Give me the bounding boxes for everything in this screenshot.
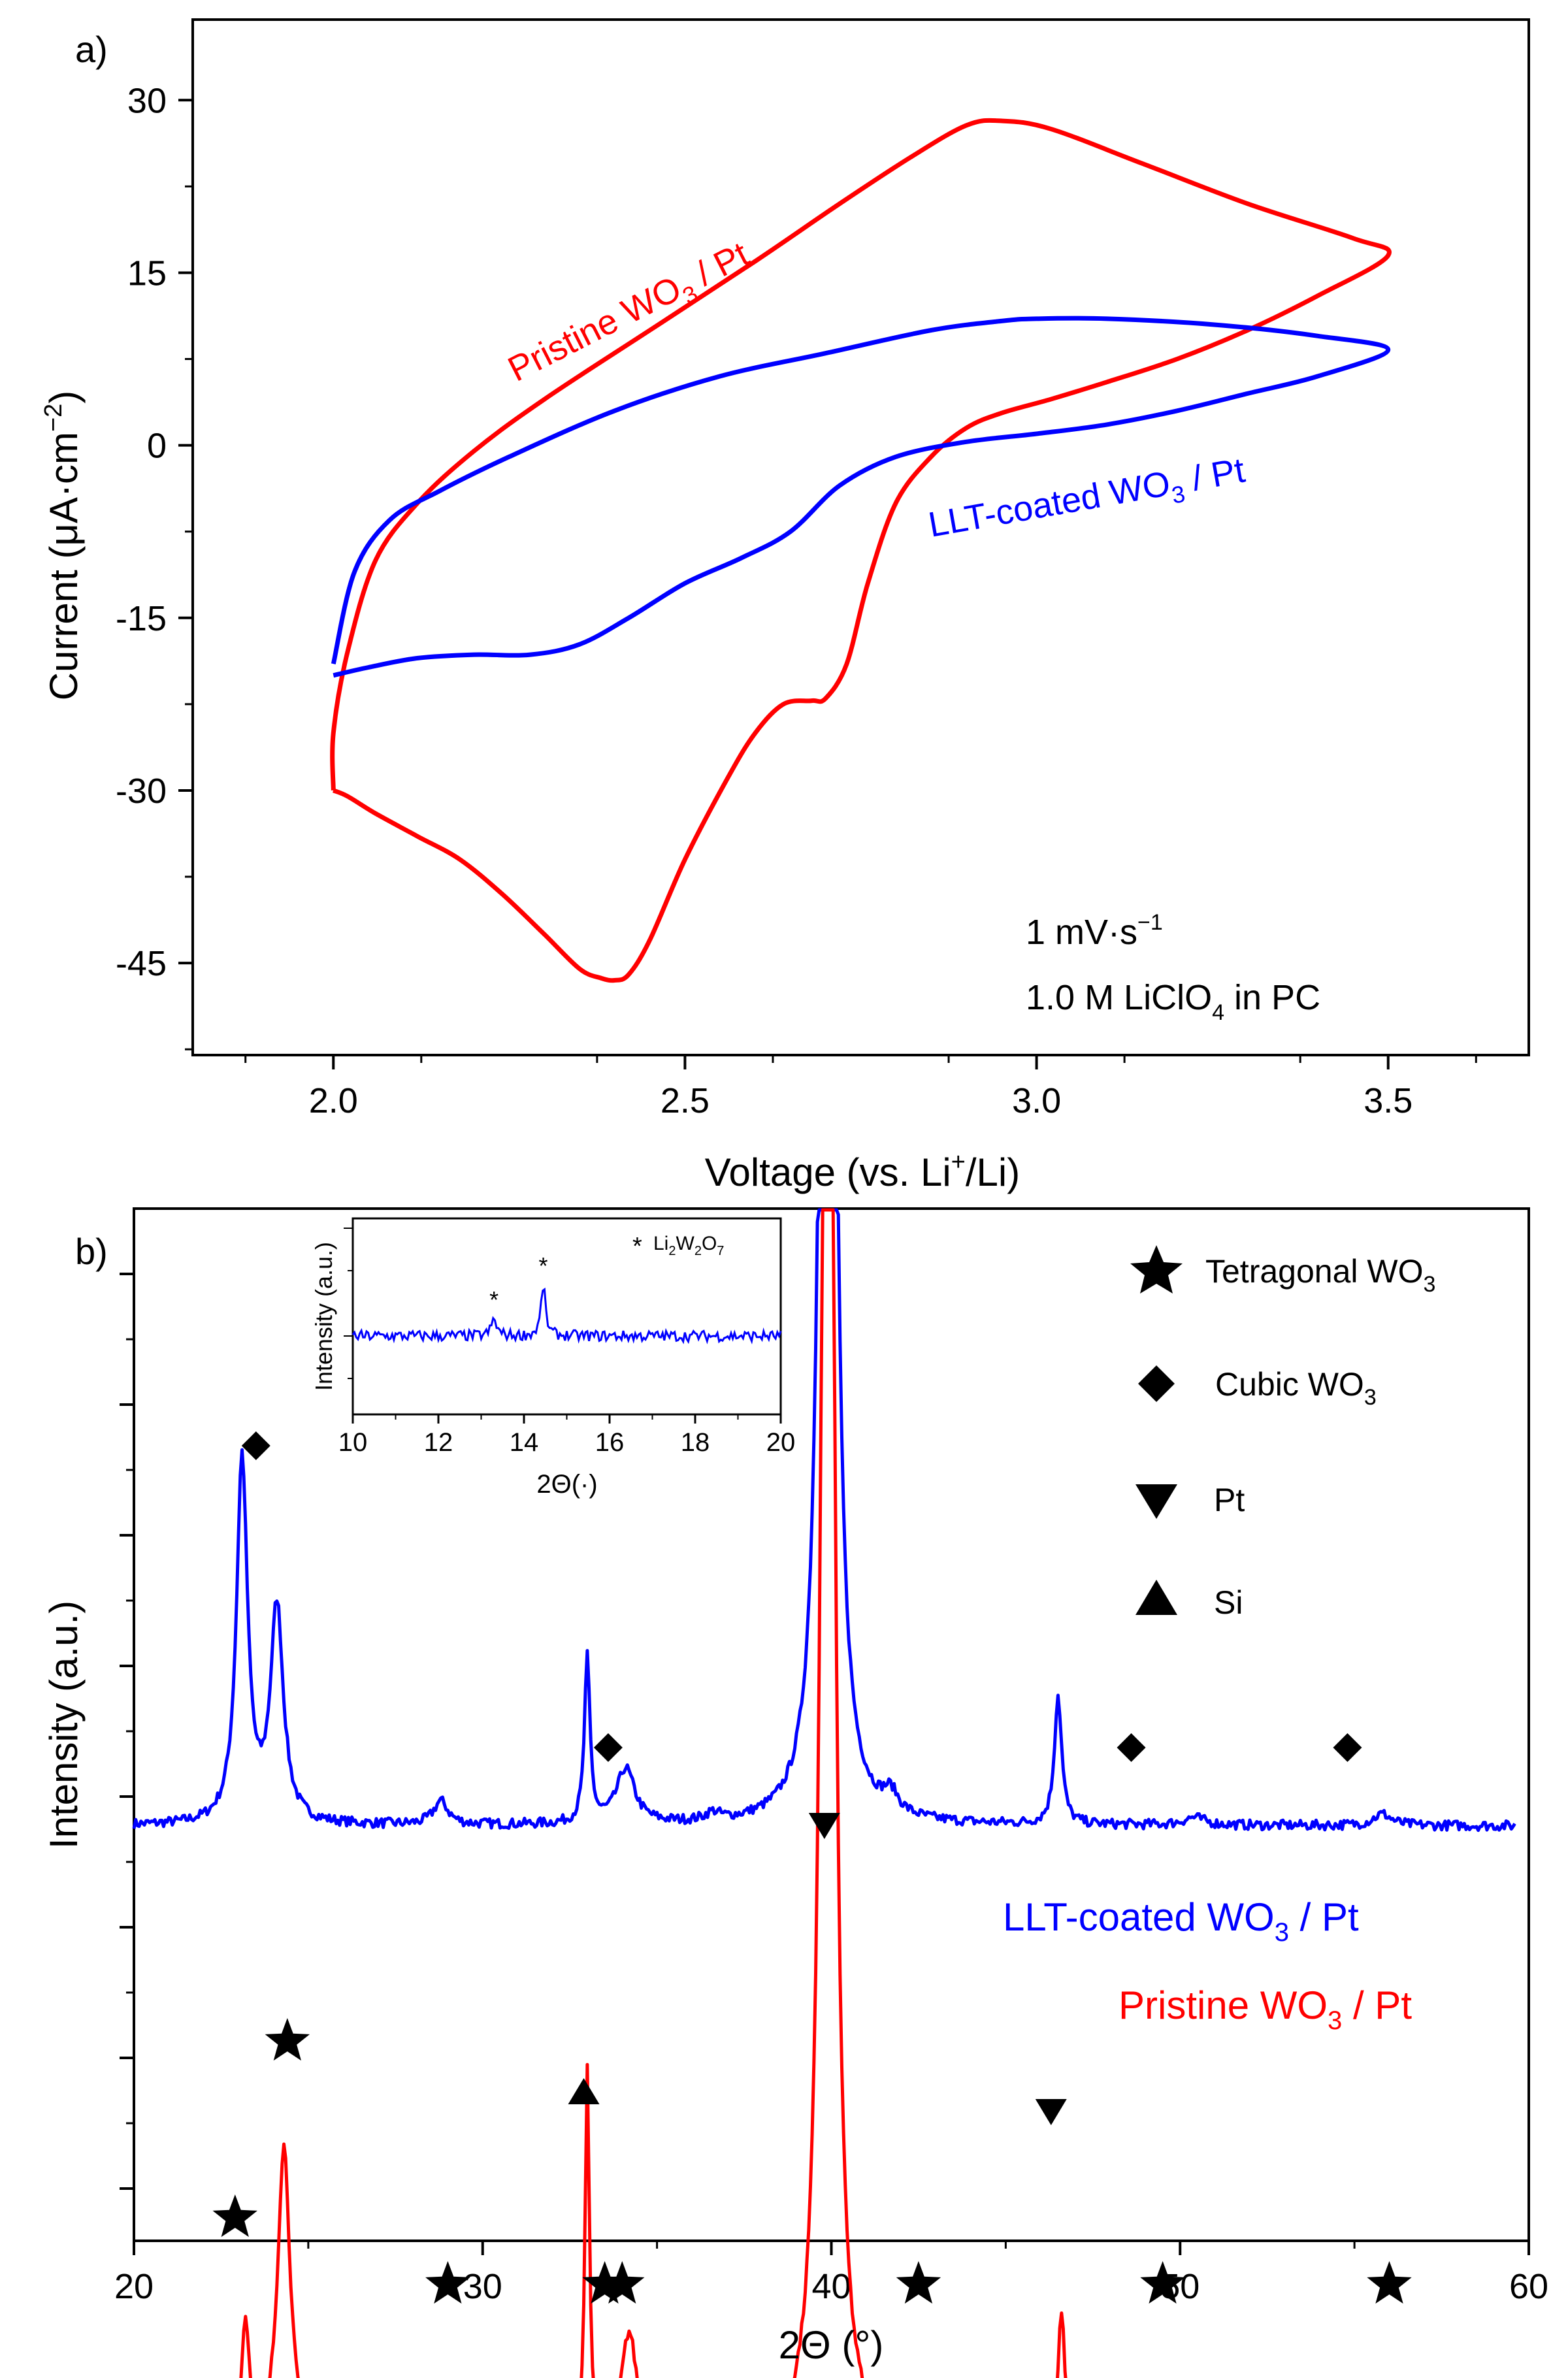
xrd-x-tick-label: 40	[811, 2267, 851, 2306]
cubic-marker	[241, 1431, 270, 1460]
cv-x-tick-label: 3.5	[1364, 1081, 1413, 1120]
cv-x-axis-label: Voltage (vs. Li+/Li)	[705, 1148, 1020, 1194]
xrd-x-axis-label: 2Θ (°)	[779, 2323, 884, 2367]
inset-chart: 10 12 14 16 18 20 ** 2Θ(·) Intensity (a.u.) *…	[310, 1217, 796, 1499]
inset-xrd-curve	[351, 1287, 782, 1344]
si-marker	[568, 2078, 600, 2104]
xrd-phase-markers	[212, 1431, 1412, 2304]
si-legend-marker	[1135, 1580, 1177, 1615]
xrd-x-tick-label: 30	[463, 2267, 502, 2306]
cv-y-tick-label: -45	[116, 944, 167, 983]
cubic-marker	[1333, 1733, 1362, 1762]
cubic-marker	[593, 1733, 623, 1762]
pristine-xrd-label: Pristine WO3 / Pt	[1119, 1983, 1412, 2035]
inset-x-tick-label: 14	[510, 1428, 539, 1457]
inset-x-tick-label: 10	[338, 1428, 368, 1457]
llt-cv-label: LLT-coated WO3 / Pt	[926, 451, 1249, 551]
cubic-legend-label: Cubic WO3	[1215, 1366, 1377, 1410]
cv-curves	[330, 118, 1392, 983]
inset-asterisk-marker: *	[489, 1286, 498, 1313]
llt-xrd-curve	[132, 1208, 1516, 1832]
cv-panel: a) 2.0 2.5 3.0 3.5 30 15 0 -15 -30 -45 Voltage (v…	[40, 18, 1530, 1194]
inset-asterisk-marker: *	[538, 1252, 547, 1279]
cv-y-axis-label: Current (μA·cm−2)	[40, 391, 86, 701]
inset-curve: **	[351, 1252, 782, 1344]
tetragonal-marker	[600, 2261, 645, 2304]
cv-axis-ticks: 2.0 2.5 3.0 3.5 30 15 0 -15 -30 -45	[116, 81, 1477, 1120]
inset-x-tick-label: 16	[595, 1428, 625, 1457]
scan-rate-annotation: 1 mV·s−1	[1026, 910, 1163, 952]
xrd-x-tick-label: 60	[1509, 2267, 1548, 2306]
cubic-marker	[1117, 1733, 1146, 1762]
cv-x-tick-label: 3.0	[1012, 1081, 1061, 1120]
tetragonal-marker	[425, 2261, 470, 2304]
inset-x-tick-label: 12	[424, 1428, 453, 1457]
cv-y-tick-label: 15	[127, 253, 167, 293]
inset-x-tick-label: 20	[766, 1428, 796, 1457]
llt-cv-curve	[331, 316, 1391, 678]
pt-legend-marker	[1135, 1484, 1177, 1519]
cv-y-tick-label: 0	[147, 427, 167, 466]
phase-legend: Tetragonal WO3 Cubic WO3 Pt Si	[1130, 1245, 1435, 1621]
pristine-cv-label: Pristine WO3 / Pt	[502, 235, 758, 395]
pt-marker	[1035, 2099, 1067, 2125]
inset-axis-ticks: 10 12 14 16 18 20	[338, 1228, 796, 1457]
xrd-x-tick-label: 20	[114, 2267, 154, 2306]
xrd-panel: b) 20 30 40 50 60 2Θ (°) Intensity (a.u.) LL…	[42, 1207, 1548, 2378]
cv-y-tick-label: -15	[116, 599, 167, 638]
xrd-y-axis-label: Intensity (a.u.)	[42, 1601, 86, 1849]
tetragonal-marker	[265, 2018, 310, 2061]
pristine-xrd-curve	[239, 1208, 1068, 2378]
tetragonal-marker	[896, 2261, 941, 2304]
cubic-legend-marker	[1138, 1365, 1175, 1402]
inset-legend-label: Li2W2O7	[653, 1233, 724, 1258]
tetragonal-marker	[1140, 2261, 1185, 2304]
inset-x-tick-label: 18	[681, 1428, 710, 1457]
tetragonal-marker	[212, 2194, 257, 2238]
xrd-plot-frame	[133, 1207, 1530, 2242]
llt-xrd-label: LLT-coated WO3 / Pt	[1003, 1895, 1359, 1947]
inset-y-axis-label: Intensity (a.u.)	[310, 1242, 337, 1391]
pt-marker	[808, 1813, 840, 1839]
inset-frame	[351, 1217, 782, 1416]
electrolyte-annotation: 1.0 M LiClO4 in PC	[1026, 978, 1320, 1025]
xrd-axis-ticks: 20 30 40 50 60	[114, 1273, 1548, 2306]
tetragonal-marker	[1367, 2261, 1412, 2304]
tetragonal-legend-label: Tetragonal WO3	[1205, 1253, 1435, 1297]
panel-a-label: a)	[75, 29, 108, 70]
tetragonal-marker	[582, 2261, 627, 2304]
inset-legend-asterisk: *	[632, 1233, 642, 1260]
cv-y-tick-label: -30	[116, 772, 167, 811]
cv-plot-frame	[191, 18, 1530, 1056]
xrd-curves	[132, 1208, 1516, 2378]
inset-x-axis-label: 2Θ(·)	[536, 1470, 597, 1499]
pristine-cv-curve	[330, 118, 1392, 983]
cv-y-tick-label: 30	[127, 81, 167, 120]
si-legend-label: Si	[1214, 1584, 1243, 1621]
cv-x-tick-label: 2.5	[661, 1081, 710, 1120]
tetragonal-legend-marker	[1130, 1245, 1183, 1294]
pt-legend-label: Pt	[1214, 1482, 1245, 1518]
panel-b-label: b)	[75, 1231, 108, 1272]
cv-x-tick-label: 2.0	[309, 1081, 358, 1120]
